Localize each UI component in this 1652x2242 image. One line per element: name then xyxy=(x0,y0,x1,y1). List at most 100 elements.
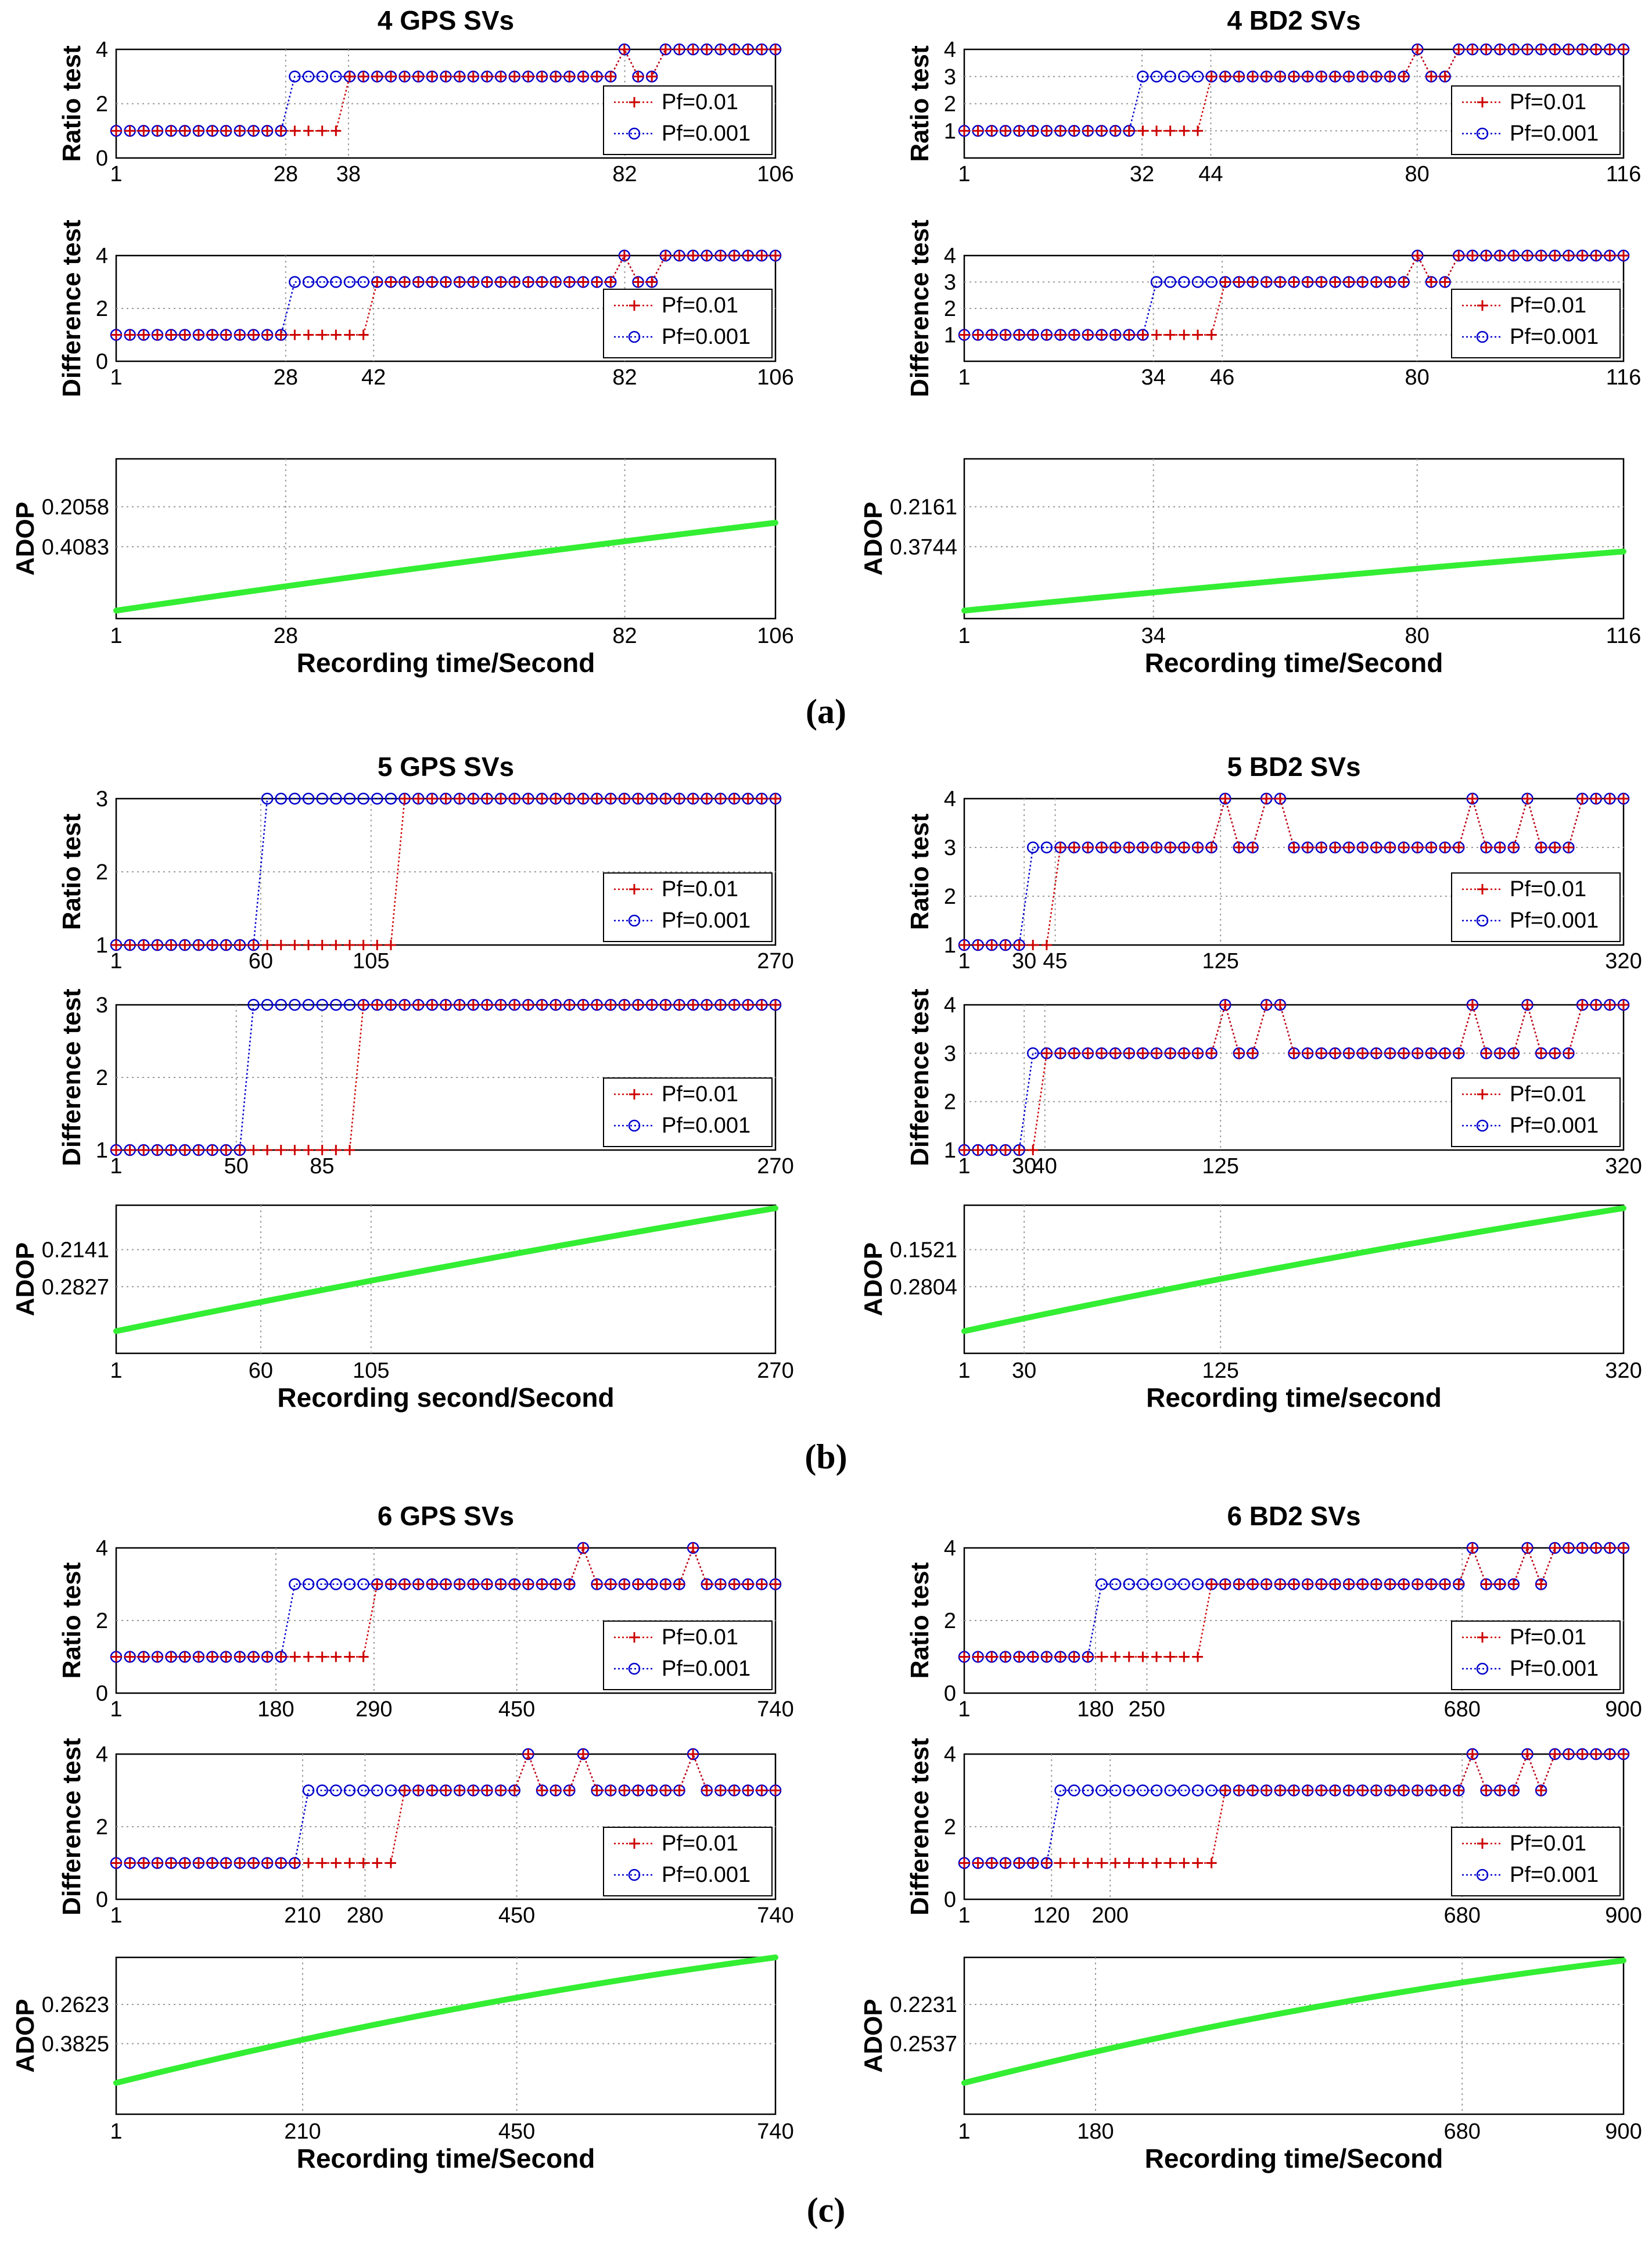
marker-pf001 xyxy=(1247,1579,1258,1590)
marker-pf001 xyxy=(688,793,699,804)
marker-pf001 xyxy=(550,793,561,804)
marker-pf0001 xyxy=(330,998,342,1011)
marker-pf001 xyxy=(1357,1579,1368,1590)
marker-pf001 xyxy=(647,1785,658,1796)
marker-pf001 xyxy=(550,1579,561,1590)
marker-pf001 xyxy=(1165,1048,1176,1059)
y-tick-label: 0.1521 xyxy=(890,1238,957,1263)
marker-pf001 xyxy=(1563,1048,1574,1059)
marker-pf001 xyxy=(1385,1579,1396,1590)
marker-pf001 xyxy=(111,125,121,136)
legend-label: Pf=0.01 xyxy=(1510,1831,1586,1856)
marker-pf001 xyxy=(1220,276,1231,288)
legend-label: Pf=0.01 xyxy=(662,1082,738,1106)
marker-pf001 xyxy=(1522,1543,1533,1553)
marker-pf001 xyxy=(152,329,163,340)
marker-pf001 xyxy=(701,1785,712,1796)
marker-pf0001 xyxy=(302,792,315,805)
marker-pf001 xyxy=(1206,1579,1217,1590)
marker-pf001 xyxy=(1316,842,1327,853)
legend: Pf=0.01 Pf=0.001 xyxy=(1451,1621,1621,1690)
marker-pf0001 xyxy=(1150,1784,1163,1797)
marker-pf0001 xyxy=(385,1784,397,1797)
x-tick-label: 116 xyxy=(1606,624,1642,648)
marker-pf001 xyxy=(468,793,479,804)
marker-pf0001 xyxy=(275,998,287,1011)
marker-pf001 xyxy=(509,71,520,82)
marker-pf001 xyxy=(1151,329,1162,340)
marker-pf001 xyxy=(1467,1749,1478,1759)
marker-pf001 xyxy=(426,1785,437,1796)
marker-pf001 xyxy=(124,940,135,950)
legend-marker-plus xyxy=(629,97,640,107)
marker-pf001 xyxy=(454,793,465,804)
marker-pf001 xyxy=(1439,1048,1450,1059)
marker-pf001 xyxy=(1165,842,1176,853)
marker-pf001 xyxy=(1563,842,1574,853)
x-tick-label: 28 xyxy=(274,162,298,186)
marker-pf001 xyxy=(1082,329,1093,340)
marker-pf001 xyxy=(1398,276,1409,288)
x-tick-label: 116 xyxy=(1606,162,1642,186)
marker-pf001 xyxy=(1041,1048,1052,1059)
y-axis-label: Difference test xyxy=(906,1738,934,1916)
marker-pf001 xyxy=(1233,276,1244,288)
marker-pf001 xyxy=(138,1145,149,1155)
marker-pf001 xyxy=(605,71,616,82)
marker-pf001 xyxy=(564,1785,575,1796)
x-tick-label: 1 xyxy=(958,1697,970,1722)
marker-pf001 xyxy=(1316,71,1327,82)
marker-pf001 xyxy=(454,1000,465,1010)
marker-pf001 xyxy=(179,125,191,136)
x-tick-label: 80 xyxy=(1405,624,1430,648)
marker-pf001 xyxy=(138,329,149,340)
marker-pf001 xyxy=(674,1785,685,1796)
y-tick-label: 4 xyxy=(944,787,956,811)
marker-pf0001 xyxy=(1178,1578,1190,1590)
marker-pf001 xyxy=(1028,1857,1039,1869)
marker-pf001 xyxy=(537,276,548,288)
marker-pf001 xyxy=(1467,44,1478,55)
marker-pf001 xyxy=(619,250,630,261)
marker-pf001 xyxy=(1604,1000,1615,1010)
marker-pf001 xyxy=(1192,842,1203,853)
marker-pf001 xyxy=(1316,276,1327,288)
marker-pf001 xyxy=(1069,329,1080,340)
x-tick-label: 290 xyxy=(355,1697,392,1722)
adop-curve xyxy=(961,1957,1626,2086)
marker-pf001 xyxy=(523,793,534,804)
marker-pf001 xyxy=(1110,1857,1121,1869)
marker-pf001 xyxy=(372,940,383,950)
marker-pf001 xyxy=(729,1000,740,1010)
marker-pf0001 xyxy=(289,70,301,82)
legend-box xyxy=(1451,1077,1621,1147)
marker-pf001 xyxy=(234,940,245,950)
y-axis-label: Difference test xyxy=(906,220,934,397)
y-tick-label: 0.2231 xyxy=(890,1993,957,2017)
marker-pf001 xyxy=(221,1145,232,1155)
marker-pf001 xyxy=(959,329,969,340)
marker-pf001 xyxy=(303,1857,314,1869)
chart-title: 6 GPS SVs xyxy=(378,1501,514,1531)
legend-label: Pf=0.01 xyxy=(662,293,738,318)
marker-pf001 xyxy=(1425,842,1436,853)
marker-pf001 xyxy=(1590,44,1601,55)
difference-test-panel: 1 50 85 270 1 2 3 Difference test Pf=0.01 Pf=0.00… xyxy=(58,989,794,1179)
marker-pf001 xyxy=(1123,125,1134,136)
marker-pf001 xyxy=(1000,940,1011,950)
marker-pf001 xyxy=(1233,1048,1244,1059)
marker-pf001 xyxy=(111,329,121,340)
marker-pf001 xyxy=(756,1000,767,1010)
marker-pf001 xyxy=(1179,842,1190,853)
marker-pf001 xyxy=(454,1785,465,1796)
marker-pf001 xyxy=(1481,1048,1492,1059)
marker-pf0001 xyxy=(1191,1578,1204,1590)
legend-marker-plus xyxy=(629,1089,640,1100)
marker-pf001 xyxy=(1165,1651,1176,1662)
marker-pf001 xyxy=(591,1000,602,1010)
marker-pf001 xyxy=(426,793,437,804)
x-tick-label: 270 xyxy=(757,1359,793,1383)
marker-pf001 xyxy=(303,1651,314,1662)
y-tick-label: 0.4083 xyxy=(42,535,109,559)
